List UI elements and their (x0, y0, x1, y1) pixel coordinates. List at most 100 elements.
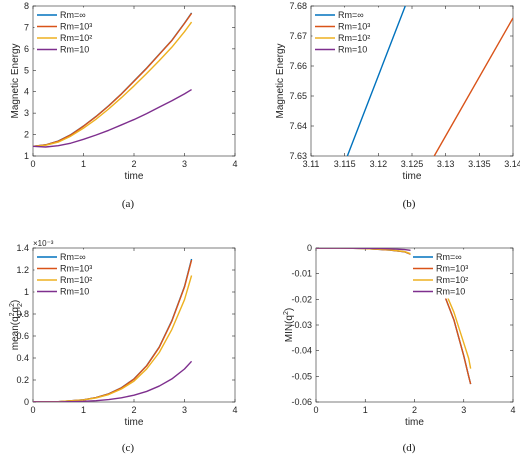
legend-box (34, 249, 102, 299)
y-tick-label: 2 (24, 130, 29, 140)
y-tick-label: 1.4 (16, 243, 29, 253)
x-tick-label: 4 (510, 405, 515, 415)
legend-box (34, 7, 102, 57)
x-tick-label: 3.11 (303, 159, 320, 169)
y-tick-label: 1.2 (16, 265, 29, 275)
chart-panel-d: 0 1 2 3 4 -0.06 -0.05 -0.04 -0.03 -0.02 -0.01 0 time… (283, 243, 516, 454)
legend-box (312, 7, 380, 57)
ylabel-part-sup1: 2 (9, 312, 16, 316)
y-tick-label: 7 (24, 22, 29, 32)
legend-label: Rm=∞ (60, 252, 86, 262)
ylabel-part-end: ) (284, 308, 295, 311)
y-tick-label: 7.67 (289, 31, 307, 41)
y-tick-label: -0.01 (291, 269, 312, 279)
legend-label: Rm=10² (60, 275, 92, 285)
y-tick-label: 7.68 (289, 1, 307, 11)
x-tick-label: 0 (313, 405, 318, 415)
y-tick-label: 8 (24, 1, 29, 11)
x-tick-label: 3.13 (437, 159, 455, 169)
y-tick-label: -0.02 (291, 294, 312, 304)
panel-caption: (d) (403, 442, 416, 454)
panel-caption: (a) (122, 198, 135, 210)
y-tick-label: 6 (24, 44, 29, 54)
x-tick-label: 3 (182, 405, 187, 415)
y-tick-label: 0.4 (16, 353, 29, 363)
series-line-2 (33, 21, 193, 148)
y-tick-label: 0.2 (16, 375, 29, 385)
panel-caption: (c) (122, 442, 135, 454)
legend-box (410, 249, 478, 299)
x-tick-label: 0 (30, 405, 35, 415)
legend-label: Rm=10³ (60, 22, 92, 32)
series-group (33, 12, 193, 148)
legend-label: Rm=10³ (338, 22, 370, 32)
x-tick-label: 1 (81, 159, 86, 169)
ylabel-part-sub1: 1 (17, 312, 24, 316)
y-axis-label: MIN(q2) (283, 308, 295, 342)
y-tick-label: 7.65 (289, 91, 307, 101)
x-tick-label: 2 (131, 405, 136, 415)
x-tick-label: 3.12 (370, 159, 388, 169)
y-tick-label: 1 (24, 151, 29, 161)
series-group (33, 258, 193, 402)
y-tick-label: 0.8 (16, 309, 29, 319)
ylabel-part-end: ) (10, 300, 21, 303)
y-tick-label: 1 (24, 287, 29, 297)
y-tick-label: -0.05 (291, 371, 312, 381)
x-tick-label: 4 (232, 405, 237, 415)
ylabel-part-sup2: 2 (9, 303, 16, 307)
y-tick-label: 7.66 (289, 61, 307, 71)
legend-label: Rm=∞ (338, 10, 364, 20)
legend-label: Rm=∞ (60, 10, 86, 20)
legend-label: Rm=10 (436, 287, 465, 297)
legend-label: Rm=10 (60, 45, 89, 55)
legend-label: Rm=10² (60, 33, 92, 43)
series-line-0 (346, 6, 406, 156)
x-tick-label: 4 (232, 159, 237, 169)
x-tick-label: 2 (412, 405, 417, 415)
x-tick-label: 3 (182, 159, 187, 169)
x-axis-label: time (405, 417, 424, 428)
x-tick-label: 3.115 (334, 159, 356, 169)
y-tick-label: 7.64 (289, 121, 307, 131)
x-tick-label: 1 (81, 405, 86, 415)
x-tick-label: 0 (30, 159, 35, 169)
series-line-1 (433, 17, 513, 156)
series-line-2 (33, 275, 193, 402)
x-tick-label: 3.135 (468, 159, 491, 169)
series-line-3 (33, 360, 193, 402)
y-tick-label: -0.06 (291, 397, 312, 407)
x-axis-label: time (403, 171, 422, 182)
series-group (346, 6, 513, 156)
ylabel-part-base: mean(q (10, 316, 21, 350)
y-tick-label: 0 (24, 397, 29, 407)
legend-label: Rm=10² (338, 33, 370, 43)
x-tick-label: 3.14 (504, 159, 520, 169)
y-axis-multiplier: ×10⁻³ (33, 239, 54, 248)
y-axis-label: mean(q21q22) (9, 300, 24, 350)
legend-label: Rm=10³ (436, 264, 468, 274)
ylabel-part-sup1: 2 (283, 311, 290, 315)
ylabel-part-mid: q (10, 307, 21, 313)
x-axis-label: time (125, 417, 144, 428)
y-tick-label: 3 (24, 108, 29, 118)
x-tick-label: 3.125 (401, 159, 424, 169)
series-line-3 (33, 88, 192, 148)
y-tick-label: -0.03 (291, 320, 312, 330)
x-tick-label: 3 (461, 405, 466, 415)
ylabel-part-base: MIN(q (284, 315, 295, 342)
legend-label: Rm=10 (60, 287, 89, 297)
panel-caption: (b) (403, 198, 416, 210)
series-line-1 (33, 12, 193, 148)
y-tick-label: -0.04 (291, 346, 312, 356)
x-tick-label: 1 (363, 405, 368, 415)
y-tick-label: 5 (24, 65, 29, 75)
legend-label: Rm=10³ (60, 264, 92, 274)
ylabel-part-sub2: 2 (17, 303, 24, 307)
